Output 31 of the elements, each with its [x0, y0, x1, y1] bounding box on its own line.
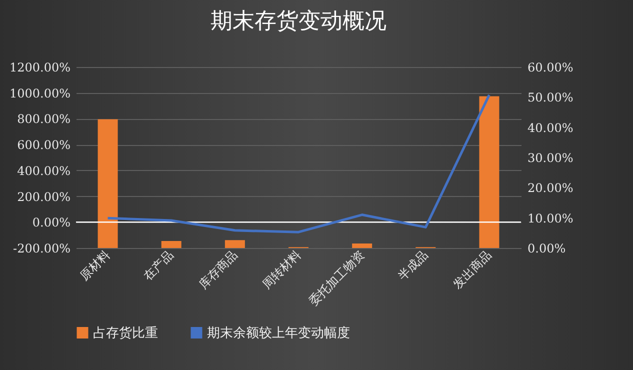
x-tick-label: 在产品: [140, 248, 176, 283]
y2-tick-label: 10.00%: [528, 211, 574, 226]
y2-tick-label: 20.00%: [528, 181, 574, 196]
line-series: [106, 94, 490, 234]
y-tick-label: 0.00%: [32, 216, 70, 230]
y-tick-label: 600.00%: [17, 138, 70, 152]
y2-tick-label: 50.00%: [528, 90, 574, 105]
y-tick-label: -200.00%: [13, 242, 70, 256]
x-tick-label: 半成品: [395, 248, 431, 283]
bar: [224, 240, 245, 248]
x-tick-label: 原材料: [77, 248, 113, 283]
y-tick-label: 1200.00%: [9, 60, 70, 74]
y-tick-label: 200.00%: [17, 190, 70, 204]
chart-title: 期末存货变动概况: [210, 9, 386, 34]
y-tick-label: 1000.00%: [9, 86, 70, 100]
legend-label: 占存货比重: [93, 326, 158, 341]
x-tick-label: 发出商品: [450, 248, 494, 292]
legend-label: 期末余额较上年变动幅度: [207, 324, 350, 341]
bar: [352, 243, 372, 248]
y-tick-label: 800.00%: [17, 112, 70, 126]
x-tick-label: 委托加工物资: [306, 248, 368, 308]
bar: [479, 96, 500, 248]
x-tick-label: 周转材料: [260, 248, 304, 292]
y2-tick-label: 0.00%: [528, 242, 566, 256]
y2-tick-label: 40.00%: [528, 120, 574, 135]
bar: [98, 119, 118, 248]
bar: [161, 241, 182, 248]
y2-tick-label: 60.00%: [528, 60, 574, 74]
y2-tick-label: 30.00%: [528, 151, 574, 165]
x-tick-label: 库存商品: [196, 248, 240, 292]
y-tick-label: 400.00%: [17, 164, 70, 178]
